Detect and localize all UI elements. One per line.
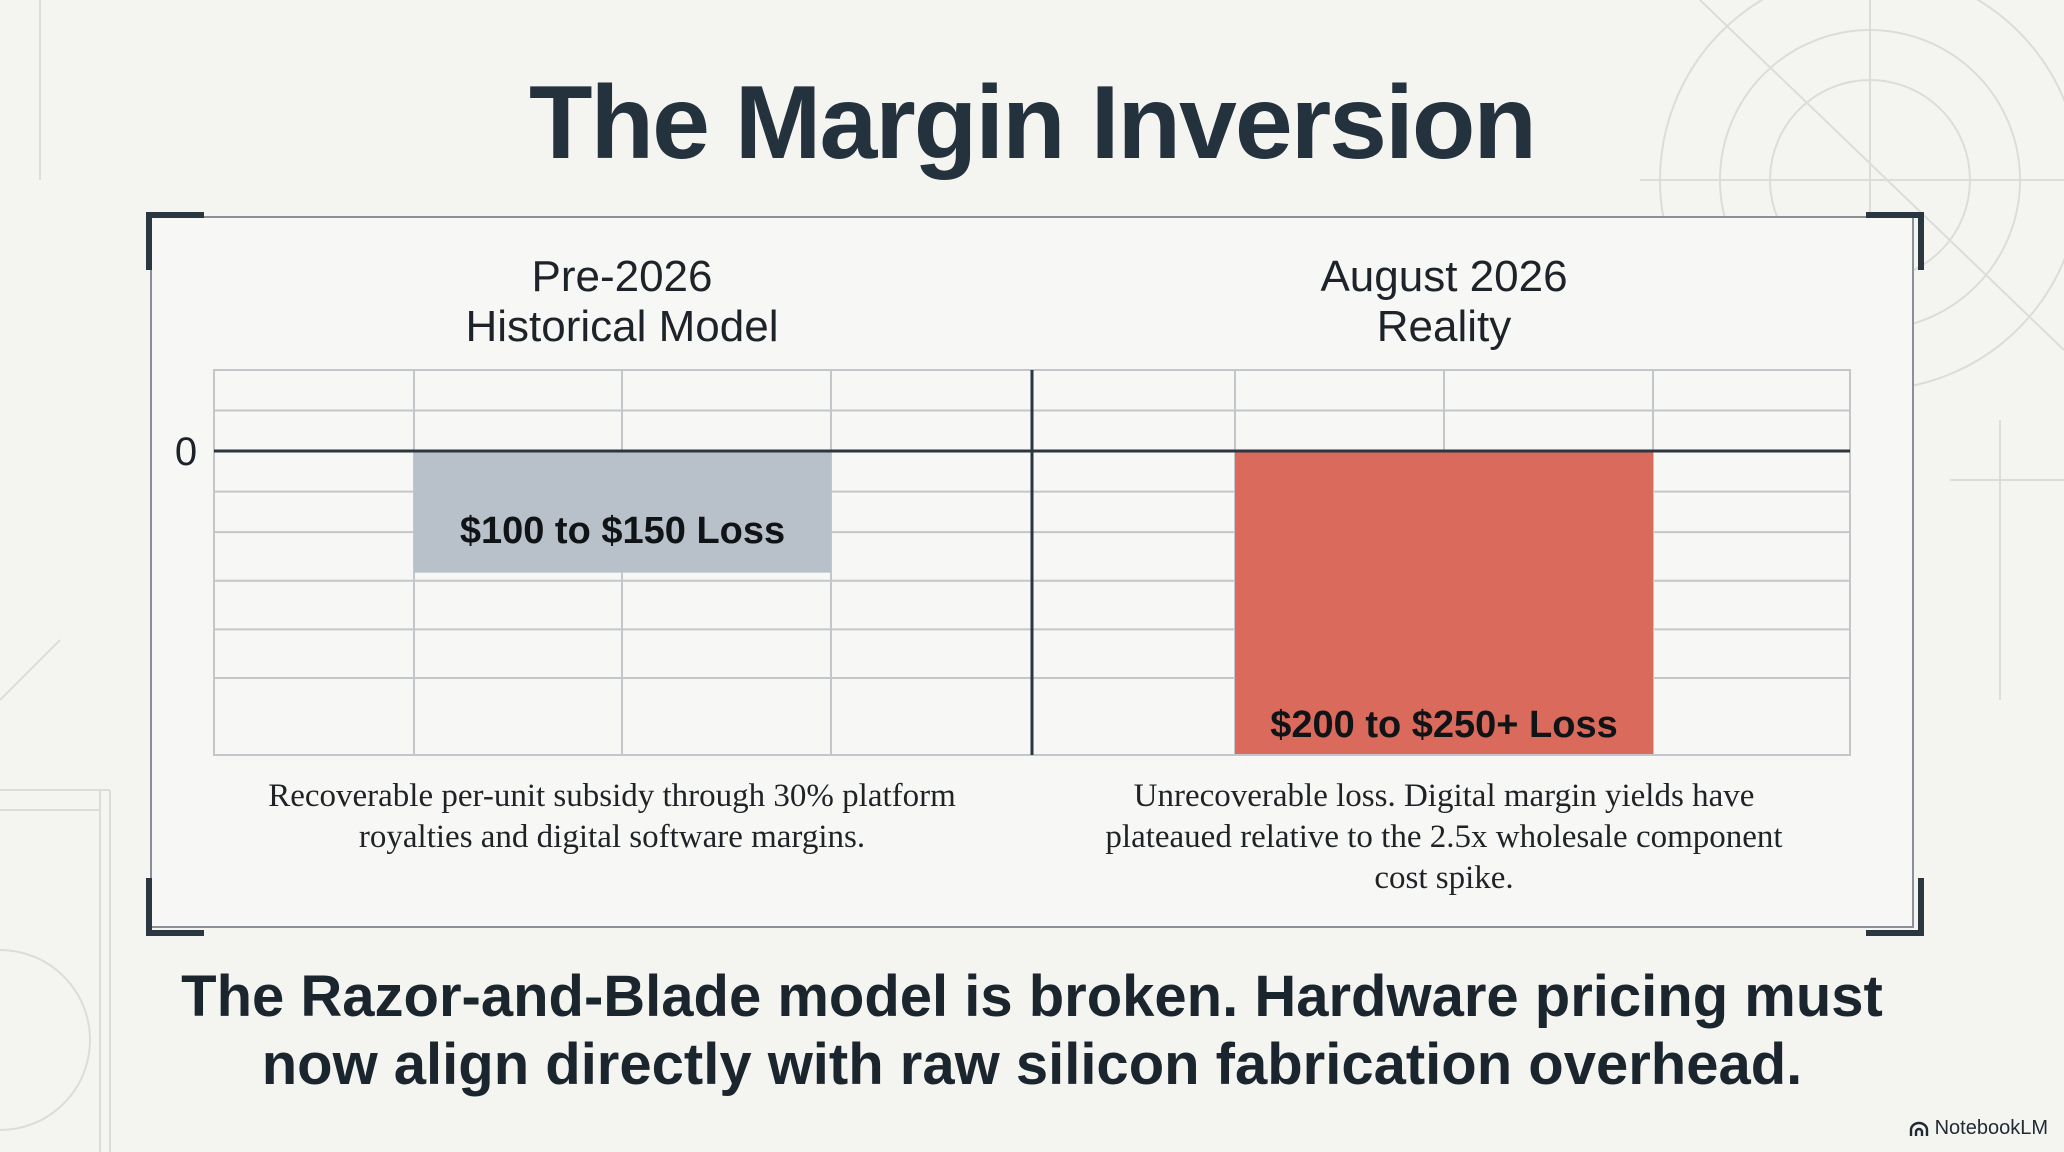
bar-historical <box>414 451 831 573</box>
panel-title-line: Reality <box>1376 302 1512 351</box>
frame-corner-top-right <box>1866 212 1924 270</box>
notebooklm-logo-icon <box>1909 1121 1928 1136</box>
frame-corner-bottom-left <box>146 878 204 936</box>
page-title: The Margin Inversion <box>529 65 1537 181</box>
caption-historical: Recoverable per-unit subsidy through 30%… <box>268 778 956 855</box>
frame-corner-top-left <box>146 212 204 270</box>
brand-label: NotebookLM <box>1934 1117 2048 1139</box>
panel-title-line: Pre-2026 <box>531 252 713 301</box>
bar-reality <box>1235 451 1653 755</box>
panel-title-historical: Pre-2026 Historical Model <box>272 252 972 352</box>
bar-label-historical: $100 to $150 Loss <box>460 510 785 552</box>
brand-watermark: NotebookLM <box>1909 1117 2048 1140</box>
conclusion-line: now align directly with raw silicon fabr… <box>261 1032 1803 1097</box>
caption-reality: Unrecoverable loss. Digital margin yield… <box>1105 778 1783 896</box>
y-tick-label-zero: 0 <box>175 430 197 474</box>
frame-corner-bottom-right <box>1866 878 1924 936</box>
conclusion-text: The Razor-and-Blade model is broken. Har… <box>60 963 2004 1099</box>
panel-title-line: August 2026 <box>1320 252 1568 301</box>
panel-title-reality: August 2026 Reality <box>1094 252 1794 352</box>
bar-label-reality: $200 to $250+ Loss <box>1270 704 1618 746</box>
panel-title-line: Historical Model <box>465 302 779 351</box>
conclusion-line: The Razor-and-Blade model is broken. Har… <box>181 964 1883 1029</box>
